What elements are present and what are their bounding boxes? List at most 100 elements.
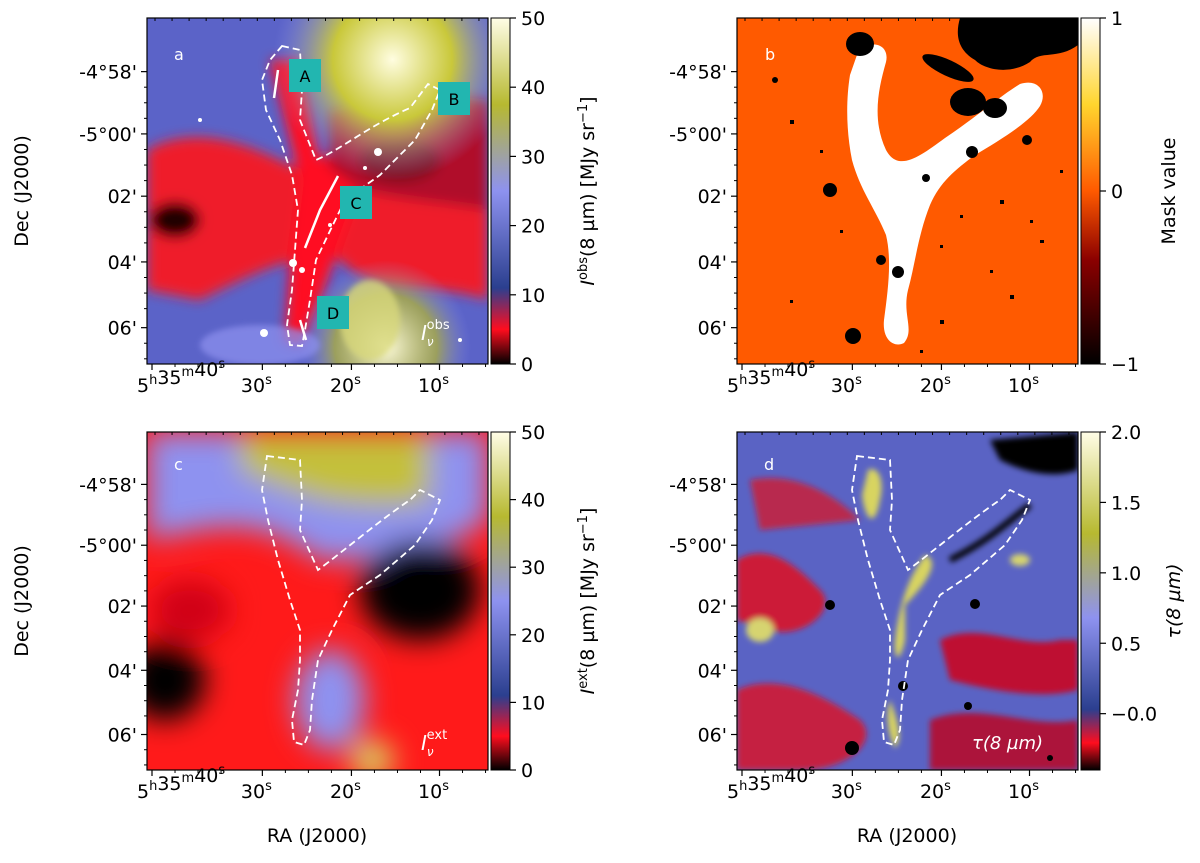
xticklabel-c-0: 5h35m40s (137, 763, 225, 803)
cbticklabel-0-2: 20 (521, 216, 545, 238)
panel-c: c Iνext (146, 431, 489, 771)
cbticklabel-3-1: 0.5 (1111, 633, 1141, 655)
yticklabel-a-4: 06' (108, 318, 137, 340)
yticklabel-a-1: -5°00' (79, 124, 137, 146)
yticklabel-b-3: 04' (698, 252, 727, 274)
colorbar-a-label: Iobs(8 µm) [MJy sr−1] (576, 96, 599, 285)
xticklabel-c-3: 10s (418, 779, 449, 803)
cbticklabel-0-5: 50 (521, 8, 545, 30)
label-box-c: C (340, 186, 372, 219)
yticklabel-c-2: 02' (108, 596, 137, 618)
xticklabel-a-0: 5h35m40s (137, 357, 225, 397)
xticklabel-d-3: 10s (1008, 779, 1039, 803)
yticklabel-c-0: -4°58' (79, 474, 137, 496)
panel-a-ylabel: Dec (J2000) (11, 135, 33, 247)
cbticklabel-1-1: 0 (1111, 181, 1123, 203)
colorbar-b (1080, 17, 1101, 365)
xticklabel-d-1: 30s (831, 779, 862, 803)
svg-text:A: A (300, 67, 311, 86)
panel-c-xlabel: RA (J2000) (267, 825, 367, 847)
panel-b-letter: b (765, 45, 775, 64)
xticklabel-a-1: 30s (241, 373, 272, 397)
panel-c-corner-label: Iνext (421, 728, 447, 759)
yticklabel-a-0: -4°58' (79, 62, 137, 84)
label-box-d: D (317, 296, 349, 329)
cbticklabel-0-0: 0 (521, 354, 533, 376)
xticklabel-b-3: 10s (1008, 373, 1039, 397)
panel-a-contour (261, 45, 442, 347)
panel-a-ridge-d (298, 319, 308, 341)
cbticklabel-3-2: 1.0 (1111, 563, 1141, 585)
panel-a-stars (198, 118, 462, 342)
svg-text:C: C (350, 194, 361, 213)
colorbar-d-label: τ(8 µm) (1163, 564, 1185, 639)
xticklabel-c-1: 30s (241, 779, 272, 803)
panel-d: d τ(8 µm) (736, 431, 1079, 771)
colorbar-b-label: Mask value (1158, 138, 1180, 245)
panel-d-frame (736, 431, 1079, 771)
yticklabel-b-1: -5°00' (669, 124, 727, 146)
panel-c-frame (146, 431, 489, 771)
label-box-b: B (438, 82, 470, 115)
panel-a: A B C D a Iνobs (146, 17, 489, 365)
panel-d-letter: d (764, 455, 774, 474)
panel-c-image (147, 432, 488, 770)
panel-c-ylabel: Dec (J2000) (11, 545, 33, 657)
yticklabel-d-1: -5°00' (669, 535, 727, 557)
panel-d-image (737, 432, 1078, 770)
xticklabel-d-2: 20s (920, 779, 951, 803)
colorbar-a (490, 17, 511, 365)
yticklabel-d-4: 06' (698, 725, 727, 747)
colorbar-c-label: Iext(8 µm) [MJy sr−1] (576, 508, 599, 695)
panel-a-annotations: A B C D (289, 59, 470, 329)
xticklabel-b-2: 20s (920, 373, 951, 397)
cbticklabel-3-0: −0.0 (1111, 704, 1157, 726)
yticklabel-c-1: -5°00' (79, 535, 137, 557)
panel-d-contour (851, 455, 1032, 747)
xticklabel-b-1: 30s (831, 373, 862, 397)
cbticklabel-1-0: −1 (1111, 354, 1139, 376)
cbticklabel-2-4: 40 (521, 490, 545, 512)
panel-b: b (736, 17, 1079, 365)
yticklabel-d-0: -4°58' (669, 474, 727, 496)
cbticklabel-3-3: 1.5 (1111, 492, 1141, 514)
yticklabel-a-2: 02' (108, 186, 137, 208)
panel-c-contour (261, 455, 442, 747)
panel-d-corner-label: τ(8 µm) (972, 733, 1043, 754)
panel-b-masked-sources (772, 18, 1078, 344)
svg-text:B: B (449, 90, 460, 109)
colorbar-c (490, 431, 511, 771)
cbticklabel-0-1: 10 (521, 285, 545, 307)
panel-a-letter: a (174, 45, 184, 64)
cbticklabel-0-3: 30 (521, 146, 545, 168)
xticklabel-a-3: 10s (418, 373, 449, 397)
svg-text:D: D (327, 304, 339, 323)
yticklabel-b-2: 02' (698, 186, 727, 208)
cbticklabel-2-1: 10 (521, 692, 545, 714)
yticklabel-c-4: 06' (108, 725, 137, 747)
label-box-a: A (289, 59, 321, 92)
panel-c-letter: c (174, 455, 183, 474)
panel-a-ridge-c (303, 175, 340, 249)
cbticklabel-2-2: 20 (521, 625, 545, 647)
yticklabel-a-3: 04' (108, 252, 137, 274)
xticklabel-a-2: 20s (330, 373, 361, 397)
panel-d-xlabel: RA (J2000) (857, 825, 957, 847)
panel-b-image (737, 18, 1078, 364)
cbticklabel-2-0: 0 (521, 760, 533, 782)
cbticklabel-1-2: 1 (1111, 8, 1123, 30)
yticklabel-b-0: -4°58' (669, 62, 727, 84)
xticklabel-b-0: 5h35m40s (727, 357, 815, 397)
xticklabel-c-2: 20s (330, 779, 361, 803)
cbticklabel-2-3: 30 (521, 557, 545, 579)
panel-a-ridge-a (272, 69, 280, 99)
yticklabel-b-4: 06' (698, 318, 727, 340)
cbticklabel-3-4: 2.0 (1111, 422, 1141, 444)
panel-b-frame (736, 17, 1079, 365)
yticklabel-d-3: 04' (698, 660, 727, 682)
xticklabel-d-0: 5h35m40s (727, 763, 815, 803)
colorbar-d (1080, 431, 1101, 771)
panel-a-frame (146, 17, 489, 365)
